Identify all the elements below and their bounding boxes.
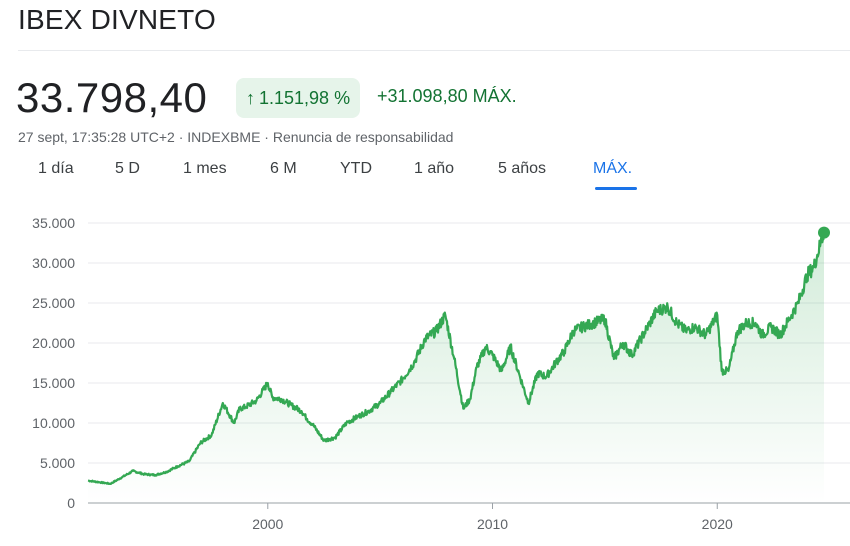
range-tabs: 1 día 5 D 1 mes 6 M YTD 1 año 5 años MÁX… — [0, 160, 850, 192]
tab-1-month[interactable]: 1 mes — [183, 160, 227, 177]
tab-max[interactable]: MÁX. — [593, 160, 633, 177]
current-price: 33.798,40 — [16, 74, 208, 121]
header-divider — [18, 50, 850, 51]
y-tick-label: 25.000 — [32, 295, 75, 311]
exchange-name: INDEXBME — [187, 129, 261, 145]
x-tick-label: 2010 — [477, 516, 508, 532]
price-chart[interactable]: 0 5.000 10.000 15.000 20.000 25.000 30.000 35.0… — [0, 205, 850, 540]
tab-1-day[interactable]: 1 día — [38, 160, 74, 177]
y-tick-label: 20.000 — [32, 335, 75, 351]
price-area-fill — [88, 232, 824, 503]
y-tick-label: 30.000 — [32, 255, 75, 271]
active-tab-indicator — [595, 187, 637, 190]
tab-1-year[interactable]: 1 año — [414, 160, 455, 177]
x-tick-label: 2000 — [252, 516, 283, 532]
chart-axes: 0 5.000 10.000 15.000 20.000 25.000 30.000 35.0… — [32, 215, 733, 532]
meta-separator: · — [174, 129, 188, 145]
price-line — [87, 232, 826, 485]
tab-ytd[interactable]: YTD — [340, 160, 372, 177]
percent-change-badge: ↑ 1.151,98 % — [236, 78, 361, 118]
arrow-up-icon: ↑ — [246, 87, 255, 108]
absolute-change: +31.098,80 MÁX. — [377, 86, 517, 106]
disclaimer-link[interactable]: Renuncia de responsabilidad — [272, 129, 454, 145]
y-tick-label: 35.000 — [32, 215, 75, 231]
x-tick-label: 2020 — [702, 516, 733, 532]
y-tick-label: 10.000 — [32, 415, 75, 431]
meta-separator: · — [260, 129, 273, 145]
y-tick-label: 5.000 — [40, 455, 75, 471]
y-tick-label: 0 — [67, 495, 75, 511]
tab-5-years[interactable]: 5 años — [498, 160, 547, 177]
quote-meta: 27 sept, 17:35:28 UTC+2 · INDEXBME · Ren… — [18, 129, 453, 145]
page-title: IBEX DIVNETO — [18, 4, 216, 35]
current-price-marker — [818, 226, 830, 239]
tab-6-months[interactable]: 6 M — [270, 160, 297, 177]
y-tick-label: 15.000 — [32, 375, 75, 391]
percent-change-value: 1.151,98 % — [259, 87, 351, 108]
tab-5-days[interactable]: 5 D — [115, 160, 140, 177]
quote-timestamp: 27 sept, 17:35:28 UTC+2 — [18, 129, 175, 145]
